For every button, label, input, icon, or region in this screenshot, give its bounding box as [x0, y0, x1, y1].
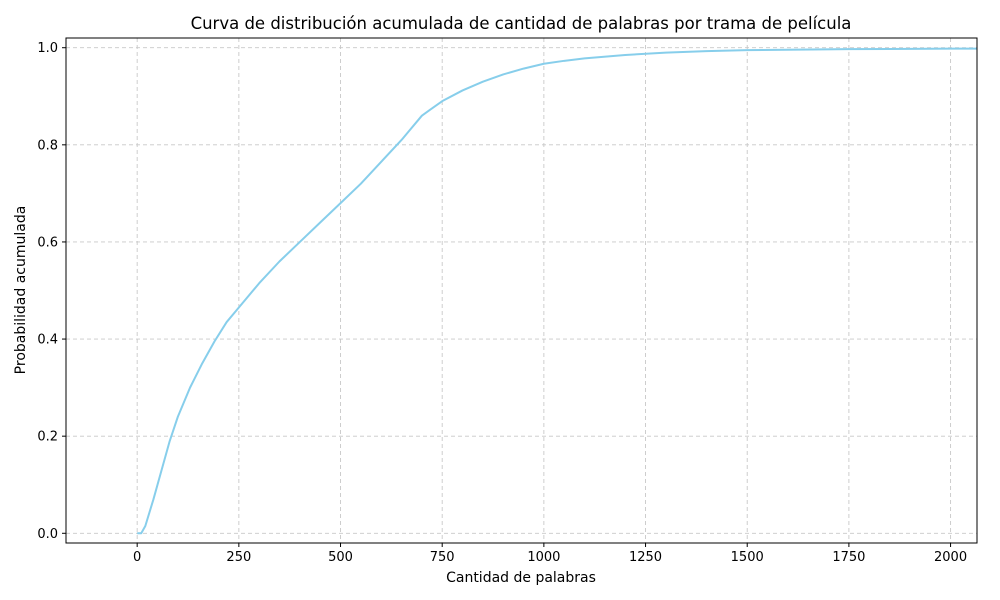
chart-title: Curva de distribución acumulada de canti…	[191, 14, 852, 33]
y-tick-label: 0.8	[37, 138, 58, 153]
y-tick-label: 0.0	[37, 527, 58, 542]
x-tick-label: 0	[133, 550, 141, 565]
x-tick-label: 1500	[731, 550, 764, 565]
y-tick-label: 1.0	[37, 41, 58, 56]
x-axis-label: Cantidad de palabras	[446, 570, 596, 586]
y-tick-label: 0.2	[37, 430, 58, 445]
x-tick-label: 750	[430, 550, 455, 565]
x-tick-label: 1000	[527, 550, 560, 565]
plot-area-frame	[65, 37, 978, 544]
x-tick-label: 250	[226, 550, 251, 565]
grid	[66, 38, 977, 543]
ticks: 0 250 500 750 1000 1250 1500 1750 2000 0.0 0.2 0.4 0…	[37, 41, 967, 565]
x-tick-label: 500	[328, 550, 353, 565]
y-tick-label: 0.4	[37, 333, 58, 348]
y-tick-label: 0.6	[37, 235, 58, 250]
cdf-series-line	[137, 47, 977, 535]
x-tick-label: 1750	[832, 550, 865, 565]
plot-lines	[137, 47, 977, 535]
x-tick-label: 1250	[629, 550, 662, 565]
y-axis-label: Probabilidad acumulada	[13, 206, 29, 375]
x-tick-label: 2000	[934, 550, 967, 565]
